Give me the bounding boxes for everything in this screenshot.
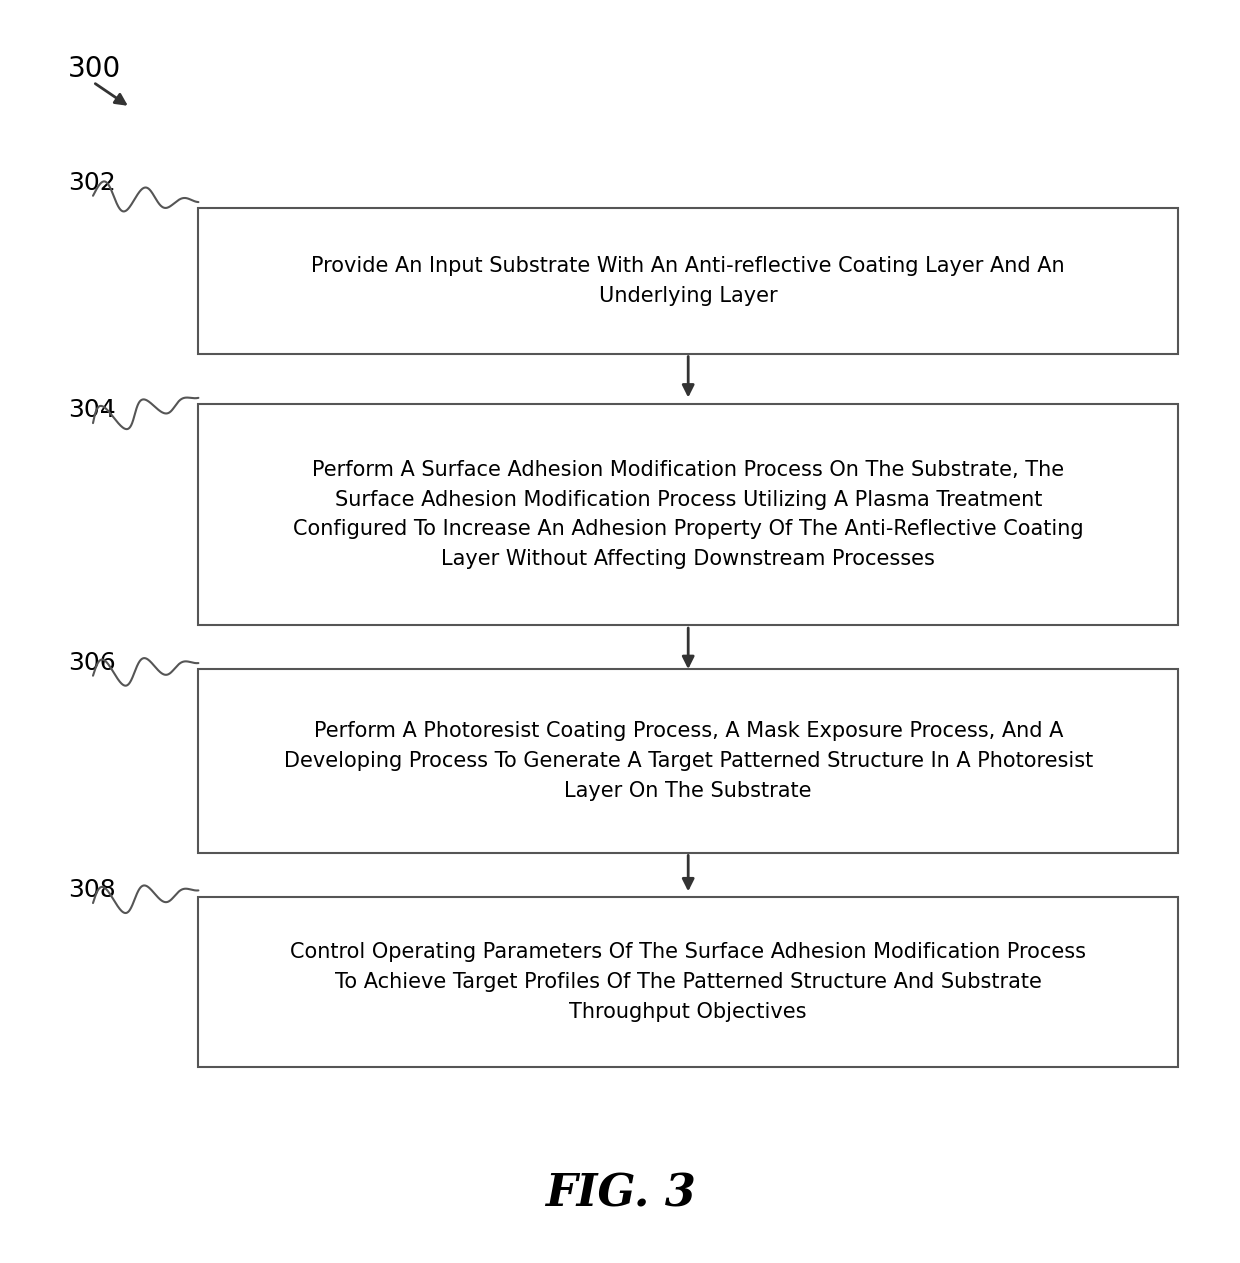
Text: Perform A Surface Adhesion Modification Process On The Substrate, The
Surface Ad: Perform A Surface Adhesion Modification … xyxy=(293,460,1084,570)
Bar xyxy=(198,208,1178,354)
Text: Control Operating Parameters Of The Surface Adhesion Modification Process
To Ach: Control Operating Parameters Of The Surf… xyxy=(290,942,1086,1022)
Bar xyxy=(198,404,1178,625)
Text: 304: 304 xyxy=(68,398,117,423)
Bar xyxy=(198,669,1178,853)
Text: FIG. 3: FIG. 3 xyxy=(544,1172,696,1215)
Text: 300: 300 xyxy=(68,56,122,83)
Text: 302: 302 xyxy=(68,171,117,196)
Text: 306: 306 xyxy=(68,650,117,676)
Text: 308: 308 xyxy=(68,878,117,903)
Text: Provide An Input Substrate With An Anti-reflective Coating Layer And An
Underlyi: Provide An Input Substrate With An Anti-… xyxy=(311,256,1065,306)
Bar xyxy=(198,897,1178,1067)
Text: Perform A Photoresist Coating Process, A Mask Exposure Process, And A
Developing: Perform A Photoresist Coating Process, A… xyxy=(284,721,1092,801)
